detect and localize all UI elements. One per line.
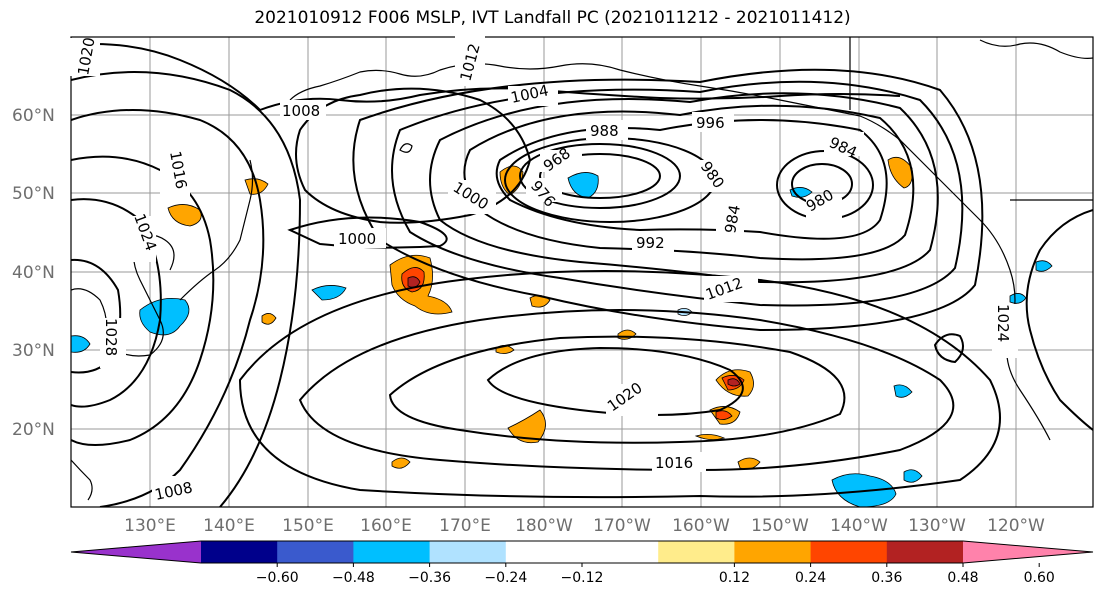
isobar-label: 1000 — [338, 230, 376, 248]
isobar-label: 1016 — [655, 454, 693, 472]
lat-label: 20°N — [12, 420, 55, 440]
lon-label: 140°E — [203, 516, 255, 536]
lon-label: 170°E — [439, 516, 491, 536]
lon-label: 120°W — [987, 516, 1045, 536]
colorbar-tick-label: −0.36 — [408, 570, 451, 586]
colorbar-outline — [70, 540, 1094, 564]
lon-label: 180°W — [515, 516, 573, 536]
colorbar-segment — [277, 541, 354, 563]
map-title: 2021010912 F006 MSLP, IVT Landfall PC (2… — [254, 8, 851, 28]
colorbar-tick-label: −0.60 — [256, 570, 299, 586]
colorbar-tick-label: −0.24 — [484, 570, 527, 586]
colorbar-tick-label: 0.60 — [1024, 570, 1055, 586]
colorbar-tick-label: −0.48 — [332, 570, 375, 586]
lon-label: 160°W — [672, 516, 730, 536]
lon-label: 150°W — [751, 516, 809, 536]
colorbar-segment — [505, 541, 583, 563]
colorbar-tick-label: 0.48 — [947, 570, 978, 586]
colorbar-extend-min — [71, 541, 201, 563]
colorbar-tick-label: 0.24 — [795, 570, 826, 586]
colorbar-segment — [429, 541, 507, 563]
colorbar-tick-label: 0.12 — [719, 570, 750, 586]
isobar-label: 988 — [590, 122, 619, 140]
colorbar-tick-labels: −0.60 −0.48 −0.36 −0.24 −0.12 0.12 0.24 0.36 0.4… — [256, 563, 1055, 586]
lon-label: 130°W — [908, 516, 966, 536]
ivt-negative-shading — [71, 172, 1053, 507]
lon-label: 170°W — [593, 516, 651, 536]
lat-label: 60°N — [12, 106, 55, 126]
graticule — [71, 37, 1093, 507]
isobar-label: 996 — [696, 114, 725, 132]
lon-label: 160°E — [360, 516, 412, 536]
isobar-labels: 1020 1012 1008 1004 996 988 968 976 980 … — [70, 36, 1018, 504]
longitude-labels: 130°E 140°E 150°E 160°E 170°E 180°W 170°… — [124, 516, 1045, 536]
colorbar — [70, 540, 1094, 564]
lat-label: 50°N — [12, 184, 55, 204]
colorbar-segment — [734, 541, 812, 563]
colorbar-extend-max — [963, 541, 1093, 563]
latitude-labels: 60°N 50°N 40°N 30°N 20°N — [12, 106, 55, 440]
lon-label: 140°W — [830, 516, 888, 536]
coastlines — [71, 37, 1093, 501]
isobar-label: 1028 — [102, 318, 120, 356]
lon-label: 150°E — [282, 516, 334, 536]
isobar-label: 992 — [636, 234, 665, 252]
colorbar-tick-label: 0.36 — [871, 570, 902, 586]
colorbar-segment — [353, 541, 431, 563]
map-frame — [70, 36, 1094, 508]
colorbar-segment — [658, 541, 735, 563]
isobar-label: 1008 — [282, 102, 320, 120]
lon-label: 130°E — [124, 516, 176, 536]
colorbar-tick-label: −0.12 — [561, 570, 604, 586]
colorbar-segment — [810, 541, 888, 563]
isobar-label: 984 — [721, 203, 744, 234]
isobar-label: 1024 — [994, 304, 1012, 342]
lat-label: 30°N — [12, 341, 55, 361]
lat-label: 40°N — [12, 263, 55, 283]
colorbar-segment — [201, 541, 278, 563]
colorbar-segment — [886, 541, 964, 563]
colorbar-segment — [582, 541, 659, 563]
